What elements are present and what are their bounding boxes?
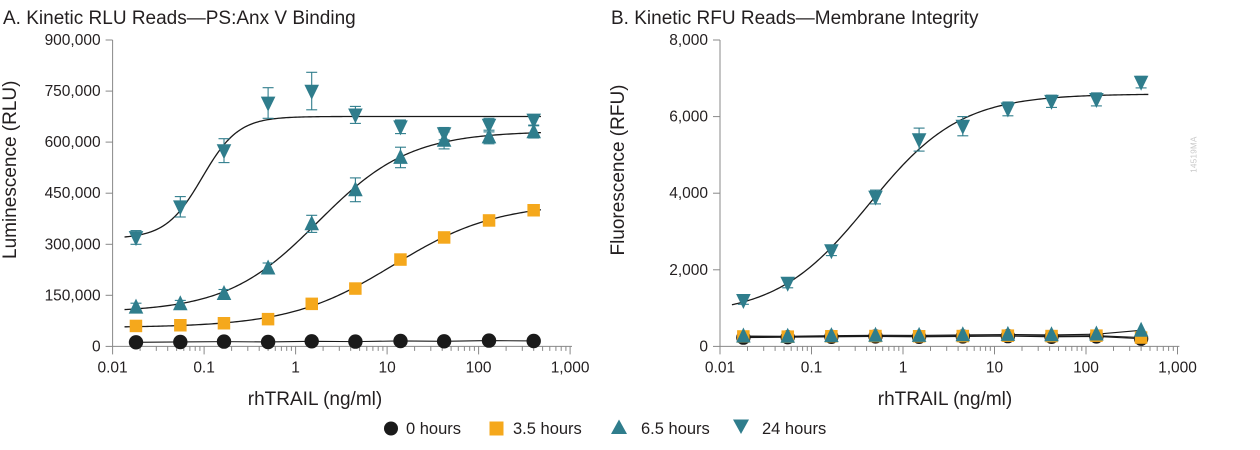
svg-text:0.01: 0.01 [705,359,735,376]
svg-text:450,000: 450,000 [45,185,101,202]
svg-text:0: 0 [92,338,101,355]
svg-text:0.01: 0.01 [98,359,128,376]
svg-text:6,000: 6,000 [669,109,708,126]
svg-text:900,000: 900,000 [45,32,101,49]
svg-text:1: 1 [899,359,908,376]
svg-text:10: 10 [378,359,396,376]
svg-text:600,000: 600,000 [45,134,101,151]
svg-text:0.1: 0.1 [193,359,215,376]
svg-text:2,000: 2,000 [669,262,708,279]
svg-text:100: 100 [466,359,492,376]
svg-text:150,000: 150,000 [45,287,101,304]
svg-text:4,000: 4,000 [669,185,708,202]
svg-text:1: 1 [291,359,300,376]
svg-text:8,000: 8,000 [669,32,708,49]
svg-text:1,000: 1,000 [1158,359,1197,376]
svg-text:0: 0 [699,338,708,355]
svg-text:300,000: 300,000 [45,236,101,253]
svg-text:10: 10 [986,359,1004,376]
svg-text:0.1: 0.1 [801,359,823,376]
svg-text:750,000: 750,000 [45,83,101,100]
svg-text:1,000: 1,000 [551,359,590,376]
svg-text:100: 100 [1073,359,1099,376]
